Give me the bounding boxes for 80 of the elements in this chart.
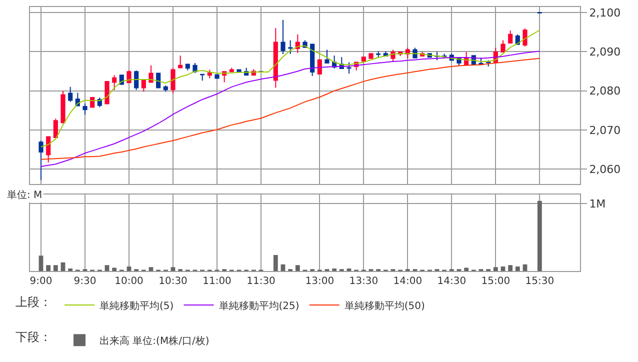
legend-label: 単純移動平均(5) xyxy=(100,300,174,312)
bar xyxy=(38,256,44,272)
candlestick xyxy=(508,30,513,44)
candlestick xyxy=(376,50,381,58)
candlestick xyxy=(288,40,293,55)
x-tick-label: 13:00 xyxy=(305,276,334,288)
x-tick-label: 11:00 xyxy=(202,276,232,288)
legend-label: 出来高 単位:(M株/口/枚) xyxy=(100,335,210,347)
bar xyxy=(148,267,154,272)
candlestick xyxy=(163,84,168,92)
bar xyxy=(332,268,337,272)
candlestick xyxy=(412,47,418,58)
bar xyxy=(53,265,58,272)
bar xyxy=(515,266,520,272)
x-tick-label: 14:00 xyxy=(393,276,422,288)
candlestick xyxy=(236,69,242,73)
x-tick-label: 13:30 xyxy=(349,276,378,288)
candlestick xyxy=(324,49,330,64)
candlestick xyxy=(134,70,139,91)
bar xyxy=(493,267,498,272)
y-tick-label: 2,090 xyxy=(589,46,621,59)
candlestick xyxy=(273,28,278,88)
candlestick xyxy=(38,140,44,181)
x-tick-label: 15:00 xyxy=(481,276,510,288)
bar xyxy=(464,268,469,272)
x-tick-label: 9:00 xyxy=(30,276,52,288)
candlestick xyxy=(310,44,315,76)
bar xyxy=(46,265,51,272)
candlestick xyxy=(82,102,88,116)
bar xyxy=(170,267,176,272)
y-tick-label: 1M xyxy=(589,197,606,210)
candlestick xyxy=(192,62,198,74)
bar xyxy=(68,268,73,272)
bar xyxy=(295,265,300,272)
candlestick xyxy=(361,56,366,62)
legend-label: 単純移動平均(25) xyxy=(218,300,300,312)
candlestick xyxy=(156,72,161,88)
bar xyxy=(537,200,542,272)
candlestick xyxy=(200,74,205,82)
candlestick xyxy=(346,62,352,74)
bar xyxy=(104,265,110,272)
candlestick xyxy=(112,74,117,91)
candlestick xyxy=(185,64,190,71)
x-tick-label: 9:30 xyxy=(74,276,96,288)
candlestick xyxy=(178,55,183,68)
candlestick xyxy=(141,80,146,92)
candlestick xyxy=(148,64,154,83)
y-tick-label: 2,070 xyxy=(589,124,621,137)
x-tick-label: 10:30 xyxy=(158,276,188,288)
candlestick xyxy=(500,40,506,53)
candlestick xyxy=(522,28,528,48)
legend-label: 単純移動平均(50) xyxy=(344,300,426,312)
candlestick xyxy=(68,86,73,102)
candlestick xyxy=(214,74,220,79)
candlestick xyxy=(46,136,51,164)
x-tick-label: 10:00 xyxy=(114,276,144,288)
candlestick xyxy=(368,53,374,59)
y-tick-label: 2,060 xyxy=(589,163,621,176)
legend-title: 上段： xyxy=(16,295,52,310)
candlestick xyxy=(104,80,110,104)
candlestick xyxy=(126,70,132,84)
line-series xyxy=(40,30,540,148)
bar xyxy=(273,254,278,272)
bar xyxy=(112,268,117,272)
candlestick xyxy=(60,90,66,124)
candlestick xyxy=(295,34,300,54)
candlestick xyxy=(229,67,234,72)
x-tick-label: 15:30 xyxy=(525,276,554,288)
x-tick-label: 11:30 xyxy=(246,276,276,288)
candlestick xyxy=(53,118,58,138)
annotation: 単位: M xyxy=(7,189,42,201)
candlestick xyxy=(170,67,176,94)
bar xyxy=(508,265,513,272)
candlestick xyxy=(90,97,95,108)
legend-title: 下段： xyxy=(16,330,52,344)
candlestick xyxy=(280,19,286,55)
y-tick-label: 2,100 xyxy=(589,6,621,20)
y-tick-label: 2,080 xyxy=(589,84,621,98)
x-tick-label: 14:30 xyxy=(437,276,466,288)
candlestick xyxy=(207,69,212,79)
